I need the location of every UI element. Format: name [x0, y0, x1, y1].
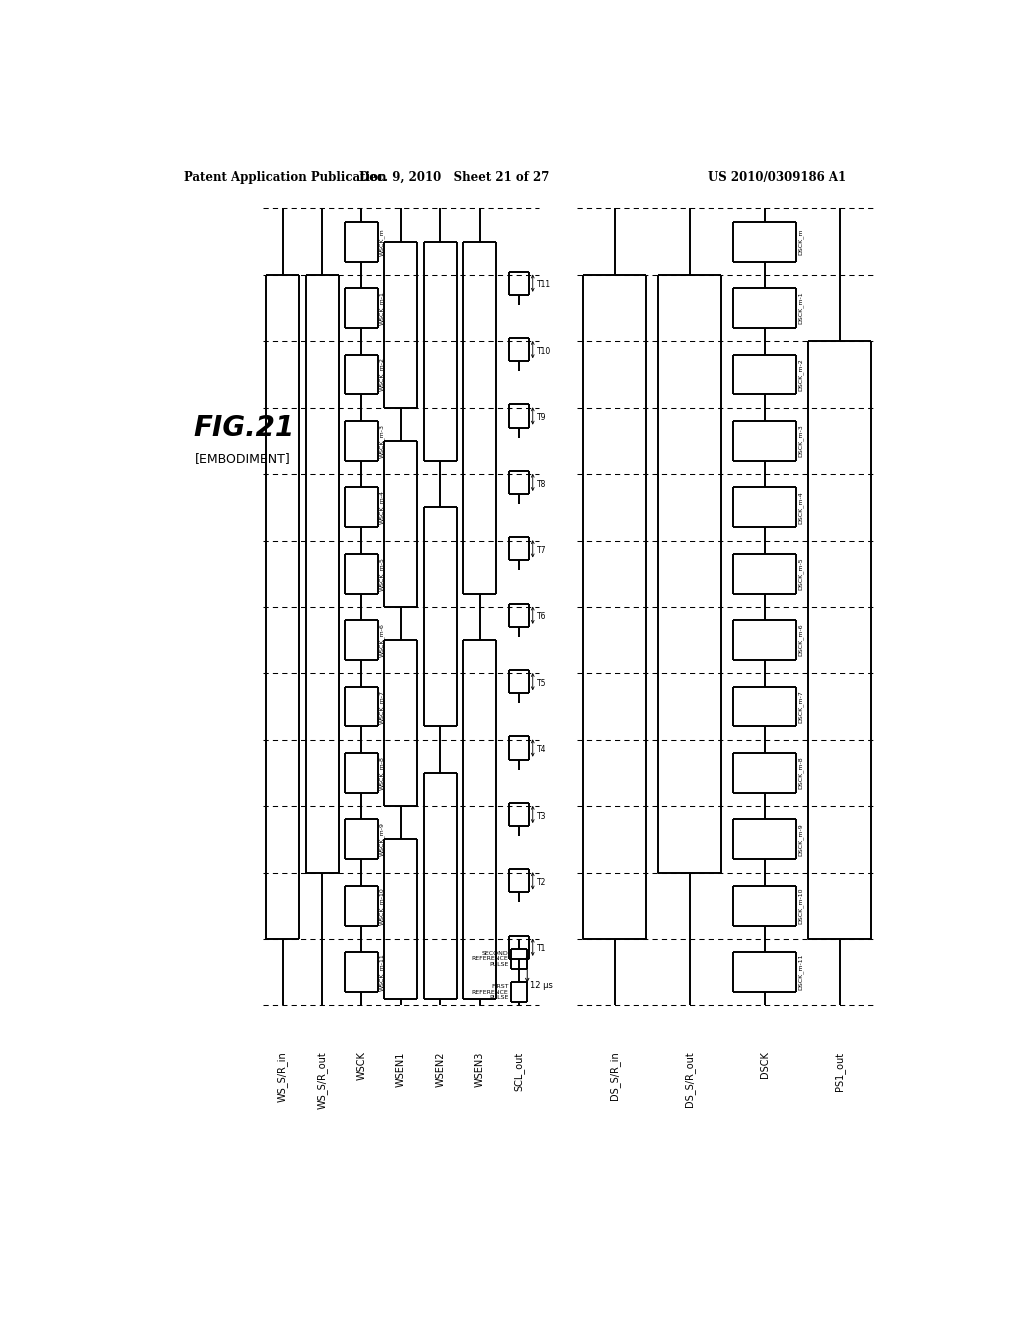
Text: T9: T9 [538, 413, 547, 422]
Text: T10: T10 [538, 347, 552, 355]
Text: WS_S/R_out: WS_S/R_out [316, 1052, 328, 1109]
Text: WSCK_m-9: WSCK_m-9 [380, 822, 385, 857]
Text: WSCK_m-2: WSCK_m-2 [380, 358, 385, 392]
Text: SCL_out: SCL_out [513, 1052, 524, 1090]
Text: DSCK_m-10: DSCK_m-10 [798, 887, 804, 924]
Text: T5: T5 [538, 678, 547, 688]
Text: T2: T2 [538, 878, 547, 887]
Text: SECOND
REFERENCE
PULSE: SECOND REFERENCE PULSE [472, 950, 508, 968]
Text: US 2010/0309186 A1: US 2010/0309186 A1 [708, 172, 846, 185]
Text: DSCK_m-9: DSCK_m-9 [798, 822, 804, 855]
Text: DSCK_m-11: DSCK_m-11 [798, 954, 804, 990]
Text: WSCK_m-6: WSCK_m-6 [380, 623, 385, 657]
Text: DSCK_m-1: DSCK_m-1 [798, 292, 804, 325]
Text: WSCK_m-4: WSCK_m-4 [380, 490, 385, 524]
Text: T3: T3 [538, 812, 547, 821]
Text: FIG.21: FIG.21 [194, 414, 295, 442]
Text: [EMBODIMENT]: [EMBODIMENT] [196, 453, 291, 465]
Text: DS_S/R_out: DS_S/R_out [684, 1052, 695, 1107]
Text: T1: T1 [538, 944, 547, 953]
Text: DSCK_m-7: DSCK_m-7 [798, 690, 804, 723]
Text: WSCK_m-3: WSCK_m-3 [380, 424, 385, 458]
Text: T11: T11 [538, 280, 552, 289]
Text: Dec. 9, 2010   Sheet 21 of 27: Dec. 9, 2010 Sheet 21 of 27 [358, 172, 549, 185]
Text: T7: T7 [538, 546, 547, 554]
Text: WSEN1: WSEN1 [396, 1052, 406, 1086]
Text: DSCK_m: DSCK_m [798, 228, 804, 255]
Text: WSCK_m-8: WSCK_m-8 [380, 756, 385, 789]
Text: DSCK_m-4: DSCK_m-4 [798, 491, 804, 524]
Text: PS1_out: PS1_out [835, 1052, 846, 1090]
Text: Patent Application Publication: Patent Application Publication [184, 172, 387, 185]
Text: WSCK_m-1: WSCK_m-1 [380, 292, 385, 325]
Text: T4: T4 [538, 746, 547, 754]
Text: DSCK_m-8: DSCK_m-8 [798, 756, 804, 789]
Text: T6: T6 [538, 612, 547, 622]
Text: WSCK_m-5: WSCK_m-5 [380, 557, 385, 590]
Text: DSCK_m-3: DSCK_m-3 [798, 425, 804, 457]
Text: WSEN2: WSEN2 [435, 1052, 445, 1088]
Text: DSCK_m-6: DSCK_m-6 [798, 624, 804, 656]
Text: 12 μs: 12 μs [530, 981, 553, 990]
Text: DSCK: DSCK [760, 1052, 770, 1078]
Text: WSCK_m-10: WSCK_m-10 [380, 887, 385, 924]
Text: DSCK_m-2: DSCK_m-2 [798, 358, 804, 391]
Text: WSCK_m-7: WSCK_m-7 [380, 689, 385, 723]
Text: WSEN3: WSEN3 [474, 1052, 484, 1086]
Text: DSCK_m-5: DSCK_m-5 [798, 557, 804, 590]
Text: DS_S/R_in: DS_S/R_in [609, 1052, 621, 1101]
Text: WSCK_m: WSCK_m [380, 228, 385, 256]
Text: WSCK_m-11: WSCK_m-11 [380, 953, 385, 991]
Text: FIRST
REFERENCE
PULSE: FIRST REFERENCE PULSE [472, 983, 508, 1001]
Text: WS_S/R_in: WS_S/R_in [278, 1052, 288, 1102]
Text: T8: T8 [538, 479, 547, 488]
Text: WSCK: WSCK [356, 1052, 367, 1081]
